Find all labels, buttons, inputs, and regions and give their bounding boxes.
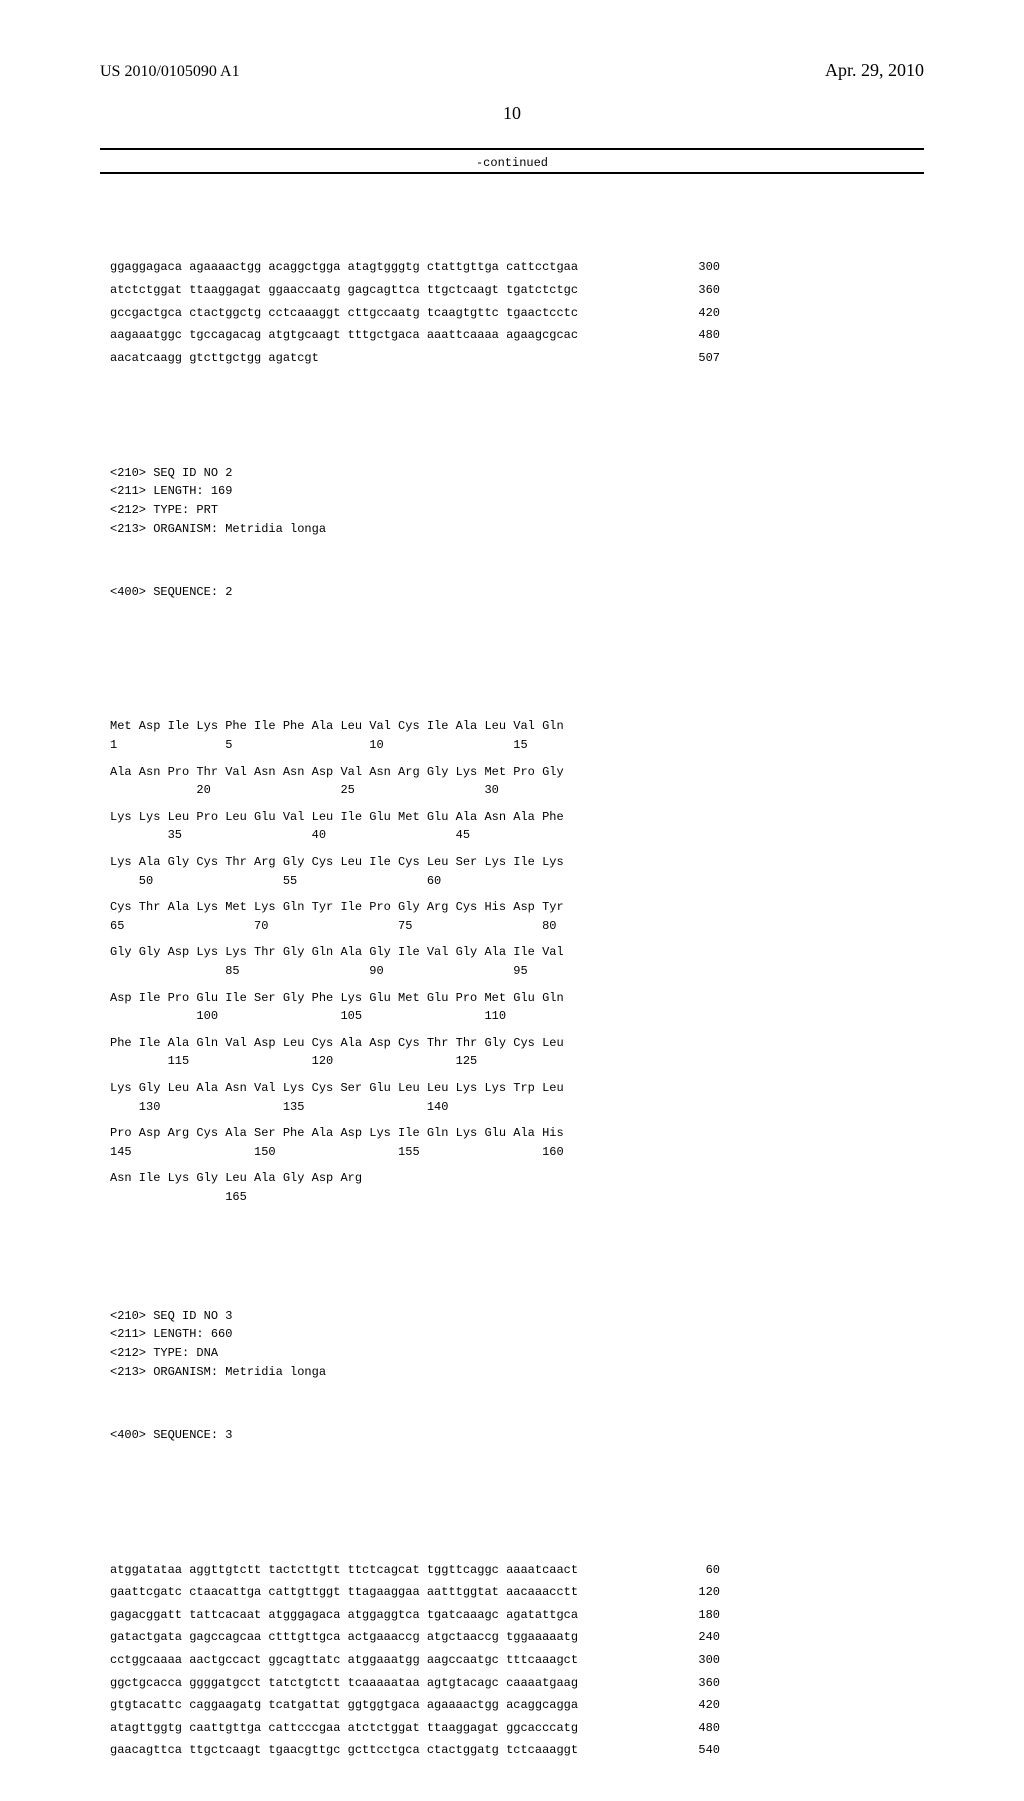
protein-row: Gly Gly Asp Lys Lys Thr Gly Gln Ala Gly … xyxy=(110,943,914,980)
dna-row: gtgtacattc caggaagatg tcatgattat ggtggtg… xyxy=(110,1696,720,1715)
protein-row: Lys Ala Gly Cys Thr Arg Gly Cys Leu Ile … xyxy=(110,853,914,890)
dna-row: aagaaatggc tgccagacag atgtgcaagt tttgctg… xyxy=(110,326,720,345)
protein-row: Ala Asn Pro Thr Val Asn Asn Asp Val Asn … xyxy=(110,763,914,800)
protein-row: Lys Lys Leu Pro Leu Glu Val Leu Ile Glu … xyxy=(110,808,914,845)
dna-sequence-text: cctggcaaaa aactgccact ggcagttatc atggaaa… xyxy=(110,1651,578,1670)
dna-sequence-text: ggctgcacca ggggatgcct tatctgtctt tcaaaaa… xyxy=(110,1674,578,1693)
dna-sequence-text: gccgactgca ctactggctg cctcaaaggt cttgcca… xyxy=(110,304,578,323)
protein-aa-line: Cys Thr Ala Lys Met Lys Gln Tyr Ile Pro … xyxy=(110,898,914,917)
dna-row: gatactgata gagccagcaa ctttgttgca actgaaa… xyxy=(110,1628,720,1647)
rule-bottom xyxy=(100,172,924,174)
protein-row: Asp Ile Pro Glu Ile Ser Gly Phe Lys Glu … xyxy=(110,989,914,1026)
dna-sequence-text: gtgtacattc caggaagatg tcatgattat ggtggtg… xyxy=(110,1696,578,1715)
protein-position-line: 115 120 125 xyxy=(110,1052,914,1071)
dna-sequence-text: atagttggtg caattgttga cattcccgaa atctctg… xyxy=(110,1719,578,1738)
dna-row: atctctggat ttaaggagat ggaaccaatg gagcagt… xyxy=(110,281,720,300)
seq1-tail: ggaggagaca agaaaactgg acaggctgga atagtgg… xyxy=(110,258,914,371)
dna-row: ggctgcacca ggggatgcct tatctgtctt tcaaaaa… xyxy=(110,1674,720,1693)
protein-aa-line: Asp Ile Pro Glu Ile Ser Gly Phe Lys Glu … xyxy=(110,989,914,1008)
dna-position: 540 xyxy=(674,1741,720,1760)
protein-aa-line: Asn Ile Lys Gly Leu Ala Gly Asp Arg xyxy=(110,1169,914,1188)
dna-row: gaattcgatc ctaacattga cattgttggt ttagaag… xyxy=(110,1583,720,1602)
dna-position: 240 xyxy=(674,1628,720,1647)
protein-position-line: 35 40 45 xyxy=(110,826,914,845)
protein-position-line: 1 5 10 15 xyxy=(110,736,914,755)
protein-row: Lys Gly Leu Ala Asn Val Lys Cys Ser Glu … xyxy=(110,1079,914,1116)
protein-position-line: 145 150 155 160 xyxy=(110,1143,914,1162)
dna-sequence-text: aagaaatggc tgccagacag atgtgcaagt tttgctg… xyxy=(110,326,578,345)
dna-row: gagacggatt tattcacaat atgggagaca atggagg… xyxy=(110,1606,720,1625)
seq-header-line: <210> SEQ ID NO 2 xyxy=(110,464,914,483)
dna-position: 120 xyxy=(674,1583,720,1602)
protein-aa-line: Lys Ala Gly Cys Thr Arg Gly Cys Leu Ile … xyxy=(110,853,914,872)
seq-header-line: <213> ORGANISM: Metridia longa xyxy=(110,520,914,539)
protein-row: Asn Ile Lys Gly Leu Ala Gly Asp Arg 165 xyxy=(110,1169,914,1206)
seq2-header: <210> SEQ ID NO 2<211> LENGTH: 169<212> … xyxy=(110,464,914,538)
continued-label: -continued xyxy=(80,156,944,170)
dna-row: aacatcaagg gtcttgctgg agatcgt 507 xyxy=(110,349,720,368)
protein-aa-line: Gly Gly Asp Lys Lys Thr Gly Gln Ala Gly … xyxy=(110,943,914,962)
dna-position: 300 xyxy=(674,258,720,277)
page-header: US 2010/0105090 A1 Apr. 29, 2010 xyxy=(80,60,944,81)
dna-sequence-text: gagacggatt tattcacaat atgggagaca atggagg… xyxy=(110,1606,578,1625)
seq-header-line: <210> SEQ ID NO 3 xyxy=(110,1307,914,1326)
dna-position: 360 xyxy=(674,1674,720,1693)
seq3-header: <210> SEQ ID NO 3<211> LENGTH: 660<212> … xyxy=(110,1307,914,1381)
dna-row: cctggcaaaa aactgccact ggcagttatc atggaaa… xyxy=(110,1651,720,1670)
sequence-listing: ggaggagaca agaaaactgg acaggctgga atagtgg… xyxy=(80,184,944,1801)
dna-position: 420 xyxy=(674,1696,720,1715)
dna-sequence-text: gatactgata gagccagcaa ctttgttgca actgaaa… xyxy=(110,1628,578,1647)
dna-position: 420 xyxy=(674,304,720,323)
dna-sequence-text: ggaggagaca agaaaactgg acaggctgga atagtgg… xyxy=(110,258,578,277)
protein-aa-line: Met Asp Ile Lys Phe Ile Phe Ala Leu Val … xyxy=(110,717,914,736)
protein-row: Met Asp Ile Lys Phe Ile Phe Ala Leu Val … xyxy=(110,717,914,754)
dna-position: 480 xyxy=(674,1719,720,1738)
protein-row: Phe Ile Ala Gln Val Asp Leu Cys Ala Asp … xyxy=(110,1034,914,1071)
dna-sequence-text: atctctggat ttaaggagat ggaaccaatg gagcagt… xyxy=(110,281,578,300)
protein-aa-line: Lys Gly Leu Ala Asn Val Lys Cys Ser Glu … xyxy=(110,1079,914,1098)
seq3-sequence-label: <400> SEQUENCE: 3 xyxy=(110,1426,914,1445)
protein-aa-line: Lys Lys Leu Pro Leu Glu Val Leu Ile Glu … xyxy=(110,808,914,827)
protein-position-line: 100 105 110 xyxy=(110,1007,914,1026)
dna-sequence-text: atggatataa aggttgtctt tactcttgtt ttctcag… xyxy=(110,1561,578,1580)
seq-header-line: <211> LENGTH: 169 xyxy=(110,482,914,501)
dna-position: 300 xyxy=(674,1651,720,1670)
seq-header-line: <213> ORGANISM: Metridia longa xyxy=(110,1363,914,1382)
seq2-sequence-label: <400> SEQUENCE: 2 xyxy=(110,583,914,602)
publication-date: Apr. 29, 2010 xyxy=(825,60,924,81)
seq-header-line: <212> TYPE: DNA xyxy=(110,1344,914,1363)
rule-top xyxy=(100,148,924,150)
seq-header-line: <211> LENGTH: 660 xyxy=(110,1325,914,1344)
protein-position-line: 50 55 60 xyxy=(110,872,914,891)
protein-position-line: 65 70 75 80 xyxy=(110,917,914,936)
protein-aa-line: Phe Ile Ala Gln Val Asp Leu Cys Ala Asp … xyxy=(110,1034,914,1053)
protein-position-line: 85 90 95 xyxy=(110,962,914,981)
dna-sequence-text: gaattcgatc ctaacattga cattgttggt ttagaag… xyxy=(110,1583,578,1602)
protein-aa-line: Pro Asp Arg Cys Ala Ser Phe Ala Asp Lys … xyxy=(110,1124,914,1143)
dna-row: atggatataa aggttgtctt tactcttgtt ttctcag… xyxy=(110,1561,720,1580)
seq3-dna: atggatataa aggttgtctt tactcttgtt ttctcag… xyxy=(110,1561,914,1764)
dna-position: 60 xyxy=(680,1561,720,1580)
dna-position: 360 xyxy=(674,281,720,300)
publication-number: US 2010/0105090 A1 xyxy=(100,63,240,81)
protein-position-line: 130 135 140 xyxy=(110,1098,914,1117)
dna-position: 180 xyxy=(674,1606,720,1625)
page-number: 10 xyxy=(80,103,944,124)
protein-row: Pro Asp Arg Cys Ala Ser Phe Ala Asp Lys … xyxy=(110,1124,914,1161)
protein-aa-line: Ala Asn Pro Thr Val Asn Asn Asp Val Asn … xyxy=(110,763,914,782)
dna-row: atagttggtg caattgttga cattcccgaa atctctg… xyxy=(110,1719,720,1738)
dna-position: 480 xyxy=(674,326,720,345)
dna-row: gccgactgca ctactggctg cctcaaaggt cttgcca… xyxy=(110,304,720,323)
seq2-protein: Met Asp Ile Lys Phe Ile Phe Ala Leu Val … xyxy=(110,717,914,1214)
dna-row: ggaggagaca agaaaactgg acaggctgga atagtgg… xyxy=(110,258,720,277)
seq-header-line: <212> TYPE: PRT xyxy=(110,501,914,520)
dna-sequence-text: aacatcaagg gtcttgctgg agatcgt xyxy=(110,349,319,368)
dna-position: 507 xyxy=(674,349,720,368)
protein-position-line: 165 xyxy=(110,1188,914,1207)
protein-position-line: 20 25 30 xyxy=(110,781,914,800)
protein-row: Cys Thr Ala Lys Met Lys Gln Tyr Ile Pro … xyxy=(110,898,914,935)
dna-sequence-text: gaacagttca ttgctcaagt tgaacgttgc gcttcct… xyxy=(110,1741,578,1760)
dna-row: gaacagttca ttgctcaagt tgaacgttgc gcttcct… xyxy=(110,1741,720,1760)
